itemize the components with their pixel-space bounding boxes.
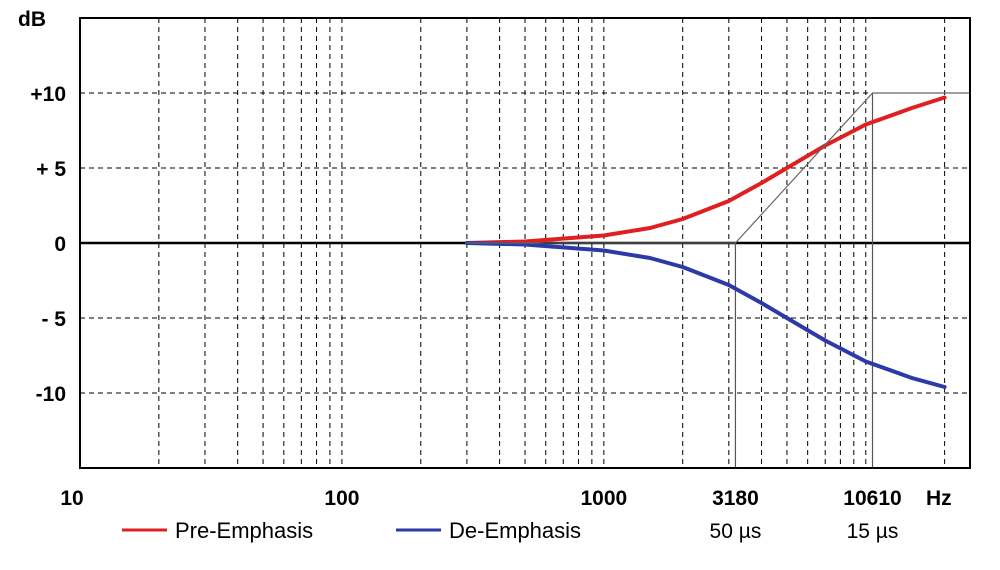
x-tick-label: 100 xyxy=(324,487,359,510)
x-tick-label: 1000 xyxy=(580,487,627,510)
asymptote-line xyxy=(466,92,971,244)
y-tick-label: +10 xyxy=(30,83,66,106)
x-tick-labels: 10 100 1000 3180 50 µs 10610 15 µs xyxy=(60,487,901,543)
x-tick-label: 10 xyxy=(60,487,83,510)
legend: Pre-Emphasis De-Emphasis xyxy=(122,518,581,543)
legend-label-de-emphasis: De-Emphasis xyxy=(449,518,581,543)
x-tick-sublabel: 50 µs xyxy=(710,520,762,543)
reference-lines xyxy=(734,93,874,468)
y-tick-label: + 5 xyxy=(36,158,66,181)
x-axis-unit-label: Hz xyxy=(926,487,952,510)
series-line-de-emphasis xyxy=(464,241,947,389)
y-tick-labels: +10 + 5 0 - 5 -10 xyxy=(30,83,66,406)
plot-frame xyxy=(79,17,971,469)
x-tick-label: 3180 xyxy=(712,487,759,510)
series-group xyxy=(464,92,971,389)
y-axis-unit-label: dB xyxy=(18,8,46,31)
y-tick-label: -10 xyxy=(36,383,66,406)
y-tick-label: - 5 xyxy=(41,308,66,331)
x-tick-sublabel: 15 µs xyxy=(847,520,899,543)
y-tick-label: 0 xyxy=(54,233,66,256)
legend-label-pre-emphasis: Pre-Emphasis xyxy=(175,518,313,543)
series-line-pre-emphasis xyxy=(464,95,947,245)
x-tick-label: 10610 xyxy=(843,487,901,510)
